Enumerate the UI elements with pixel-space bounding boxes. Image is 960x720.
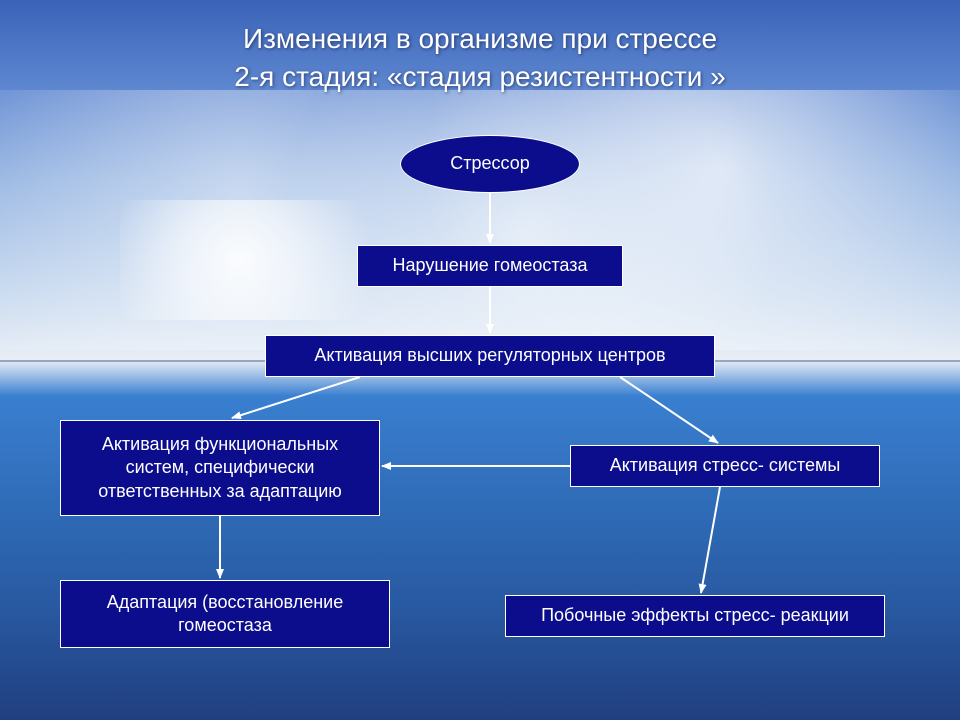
node-side-effects-label: Побочные эффекты стресс- реакции [541,604,849,627]
node-functional: Активация функциональных систем, специфи… [60,420,380,516]
node-functional-label: Активация функциональных систем, специфи… [73,433,367,503]
node-stressor-label: Стрессор [450,152,530,175]
title-line-2: 2-я стадия: «стадия резистентности » [234,61,725,92]
edge-regulatory-functional [232,377,360,418]
clouds-decoration [0,90,960,350]
slide-title: Изменения в организме при стрессе 2-я ст… [0,20,960,96]
node-homeostasis-label: Нарушение гомеостаза [393,254,588,277]
slide: Изменения в организме при стрессе 2-я ст… [0,0,960,720]
node-homeostasis: Нарушение гомеостаза [357,245,623,287]
node-stress-system: Активация стресс- системы [570,445,880,487]
edge-regulatory-stress-sys [620,377,718,443]
title-line-1: Изменения в организме при стрессе [243,23,717,54]
node-regulatory: Активация высших регуляторных центров [265,335,715,377]
node-stress-system-label: Активация стресс- системы [610,454,841,477]
node-stressor: Стрессор [400,135,580,193]
node-adaptation-label: Адаптация (восстановление гомеостаза [73,591,377,638]
node-regulatory-label: Активация высших регуляторных центров [314,344,665,367]
edge-stress-sys-side-effects [701,487,720,593]
node-adaptation: Адаптация (восстановление гомеостаза [60,580,390,648]
node-side-effects: Побочные эффекты стресс- реакции [505,595,885,637]
